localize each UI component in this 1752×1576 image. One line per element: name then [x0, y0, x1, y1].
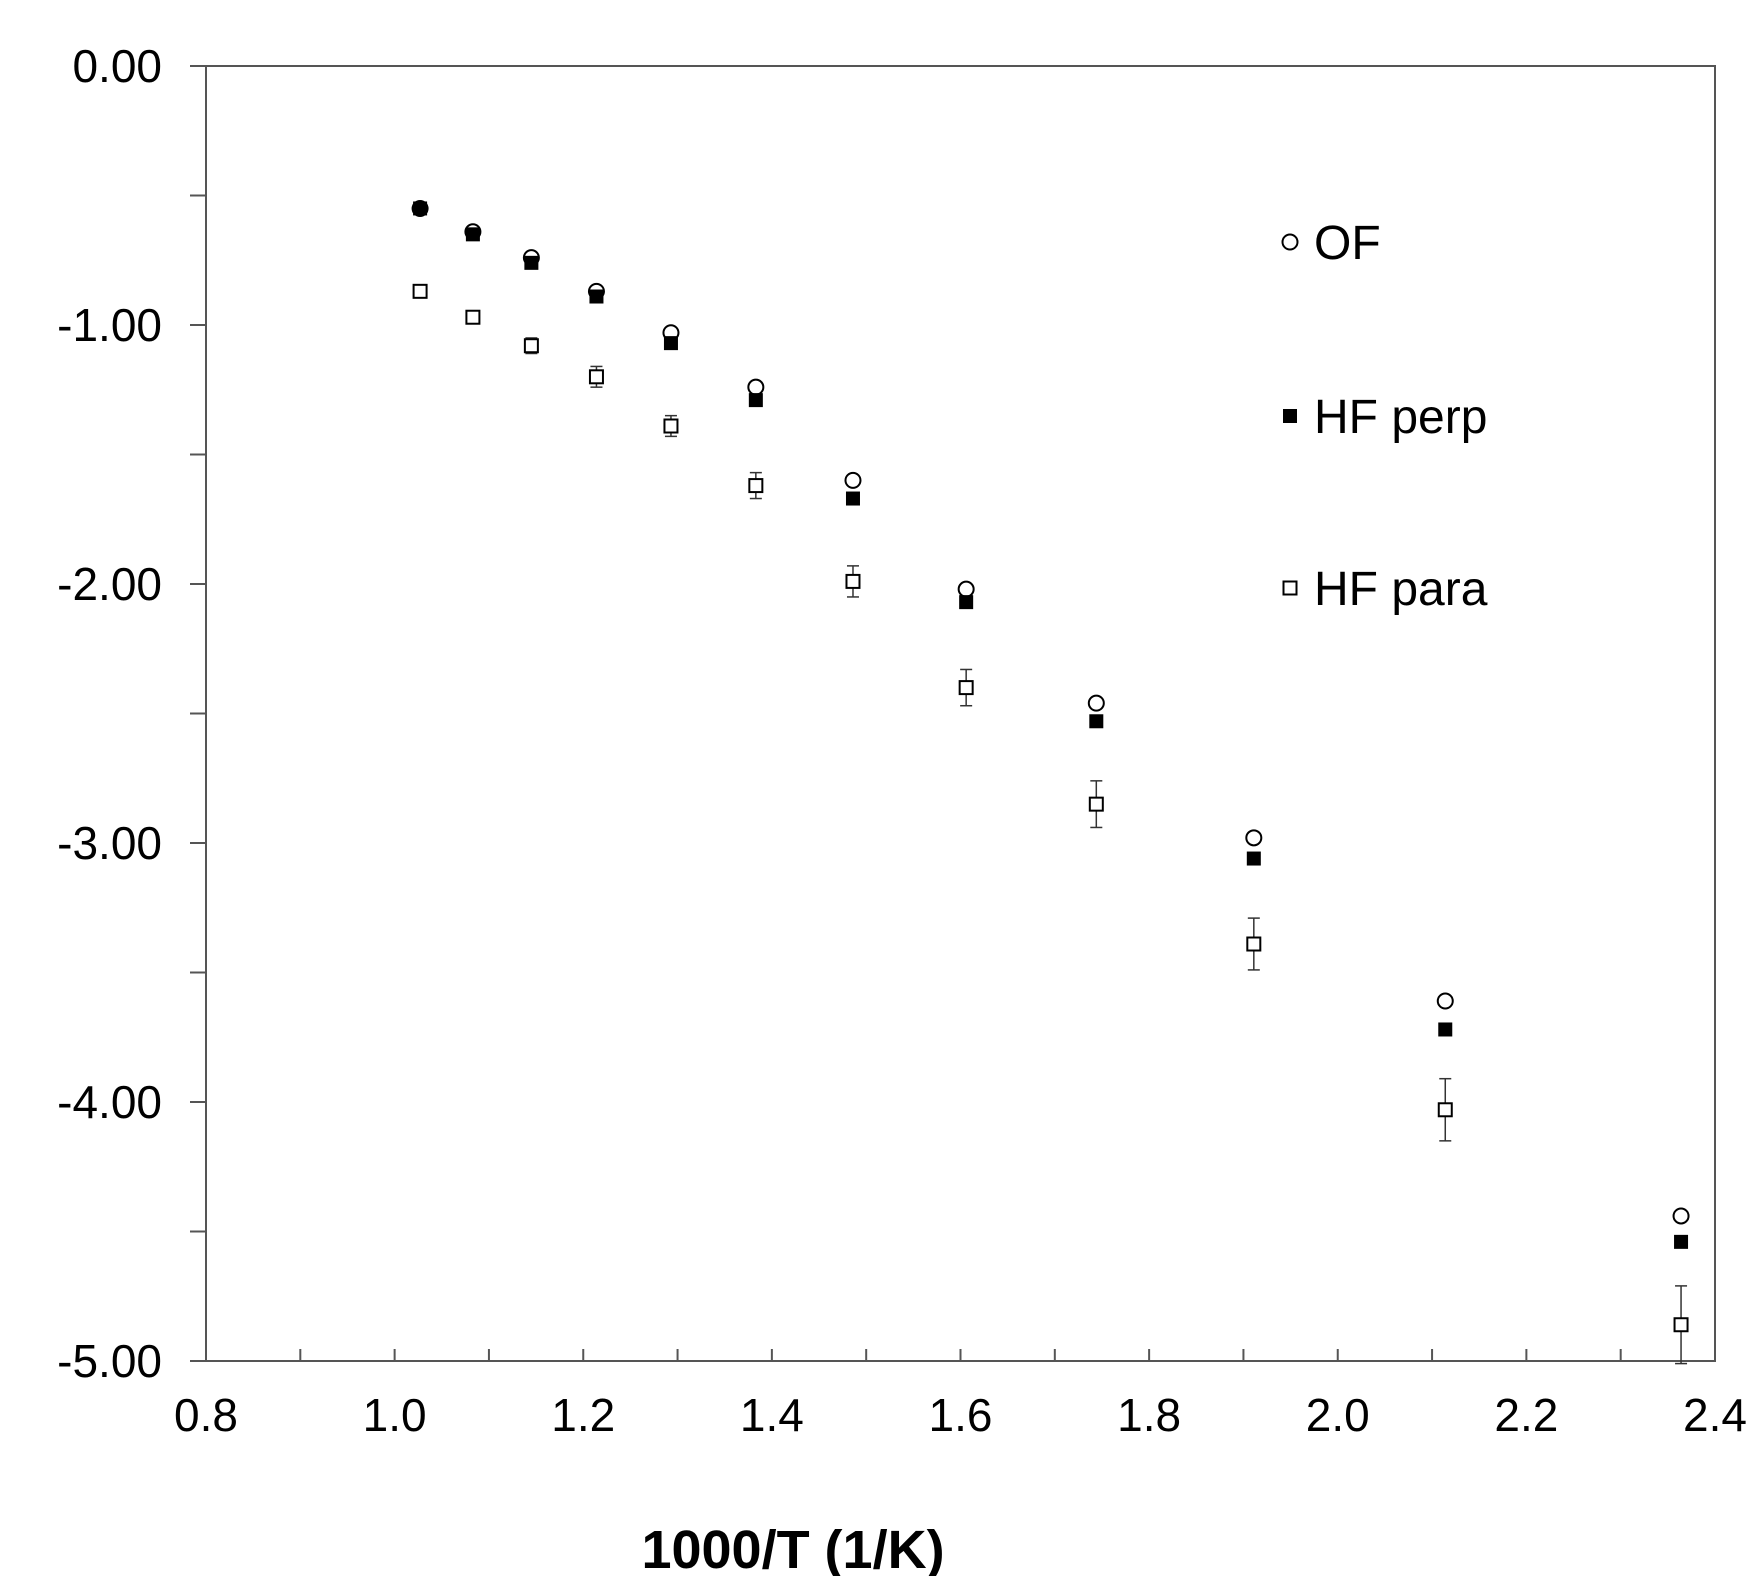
- point-hf-para: [845, 573, 861, 589]
- point-hf-perp: [589, 289, 604, 304]
- x-tick-label: 1.2: [551, 1389, 615, 1441]
- x-tick-label: 1.8: [1117, 1389, 1181, 1441]
- legend-label-of: OF: [1314, 217, 1381, 270]
- point-hf-para: [958, 680, 974, 696]
- y-tick-label: -3.00: [57, 817, 162, 869]
- x-tick-label: 0.8: [174, 1389, 238, 1441]
- axes: 0.00 -1.00 -2.00 -3.00 -4.00 -5.000.8 1.0 1.2 1.…: [57, 40, 1747, 1441]
- x-tick-label: 2.2: [1494, 1389, 1558, 1441]
- x-tick-label: 2.0: [1306, 1389, 1370, 1441]
- legend-marker-hf-para: [1282, 580, 1298, 596]
- point-of: [747, 378, 765, 396]
- x-tick-label: 1.6: [929, 1389, 993, 1441]
- point-hf-para: [748, 478, 764, 494]
- point-hf-perp: [524, 255, 539, 270]
- y-tick-label: -2.00: [57, 558, 162, 610]
- point-of: [411, 199, 429, 217]
- plot-area: [205, 65, 1716, 1362]
- x-tick-label: 2.4: [1683, 1389, 1747, 1441]
- legend-marker-of: [1281, 233, 1299, 251]
- point-of: [1245, 829, 1263, 847]
- point-of: [1672, 1207, 1690, 1225]
- point-hf-perp: [1089, 714, 1104, 729]
- point-hf-perp: [413, 201, 428, 216]
- x-tick-label: 1.4: [740, 1389, 804, 1441]
- x-tick-label: 1.0: [363, 1389, 427, 1441]
- point-hf-para: [1437, 1102, 1453, 1118]
- point-hf-para: [588, 369, 604, 385]
- point-of: [1436, 992, 1454, 1010]
- point-hf-perp: [845, 491, 860, 506]
- legend-marker-hf-perp: [1283, 409, 1297, 423]
- point-hf-para: [465, 309, 481, 325]
- y-tick-label: 0.00: [72, 40, 162, 92]
- y-tick-label: -1.00: [57, 299, 162, 351]
- y-tick-label: -4.00: [57, 1076, 162, 1128]
- point-of: [957, 580, 975, 598]
- point-hf-para: [663, 418, 679, 434]
- data-marks: [411, 199, 1690, 1365]
- point-hf-perp: [1438, 1022, 1453, 1037]
- point-hf-perp: [663, 336, 678, 351]
- point-hf-perp: [465, 227, 480, 242]
- point-hf-perp: [1674, 1234, 1689, 1249]
- x-axis-title: 1000/T (1/K): [641, 1520, 944, 1576]
- point-hf-para: [1088, 796, 1104, 812]
- point-hf-para: [412, 283, 428, 299]
- legend-label-hf-para: HF para: [1314, 563, 1488, 616]
- point-hf-perp: [748, 393, 763, 408]
- point-of: [844, 471, 862, 489]
- point-hf-perp: [959, 595, 974, 610]
- point-hf-para: [1673, 1317, 1689, 1333]
- legend: OF HF perp HF para: [1281, 217, 1488, 616]
- y-tick-label: -5.00: [57, 1335, 162, 1387]
- point-hf-perp: [1246, 851, 1261, 866]
- legend-label-hf-perp: HF perp: [1314, 391, 1487, 444]
- point-hf-para: [1246, 936, 1262, 952]
- point-of: [1087, 694, 1105, 712]
- point-hf-para: [523, 338, 539, 354]
